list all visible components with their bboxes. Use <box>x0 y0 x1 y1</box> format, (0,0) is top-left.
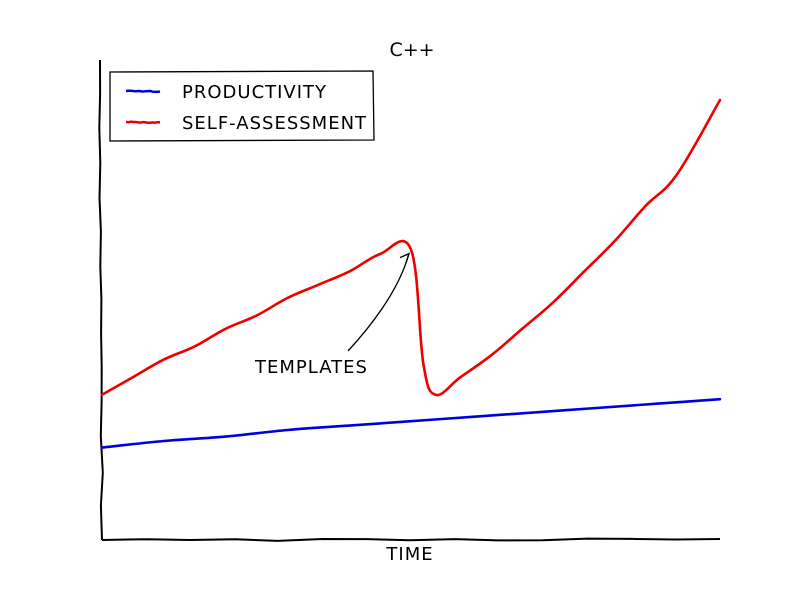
x-axis <box>101 537 721 542</box>
annotation-layer: TEMPLATES <box>254 252 411 378</box>
legend-swatch-self-assessment <box>125 120 161 125</box>
annotation-arrow <box>347 253 410 352</box>
series-line-productivity <box>100 397 722 449</box>
series-layer <box>100 98 722 449</box>
legend-swatch-productivity <box>125 89 161 94</box>
y-axis <box>98 59 104 541</box>
chart-title: C++ <box>389 39 434 61</box>
x-axis-label: TIME <box>385 544 433 565</box>
legend-label-productivity: PRODUCTIVITY <box>182 82 327 103</box>
legend-label-self-assessment: SELF-ASSESSMENT <box>182 113 367 134</box>
legend: PRODUCTIVITY SELF-ASSESSMENT <box>109 70 375 142</box>
annotation-arrowhead <box>399 252 411 263</box>
series-line-self-assessment <box>100 98 722 397</box>
legend-box <box>109 70 375 142</box>
annotation-templates-label: TEMPLATES <box>254 357 368 378</box>
